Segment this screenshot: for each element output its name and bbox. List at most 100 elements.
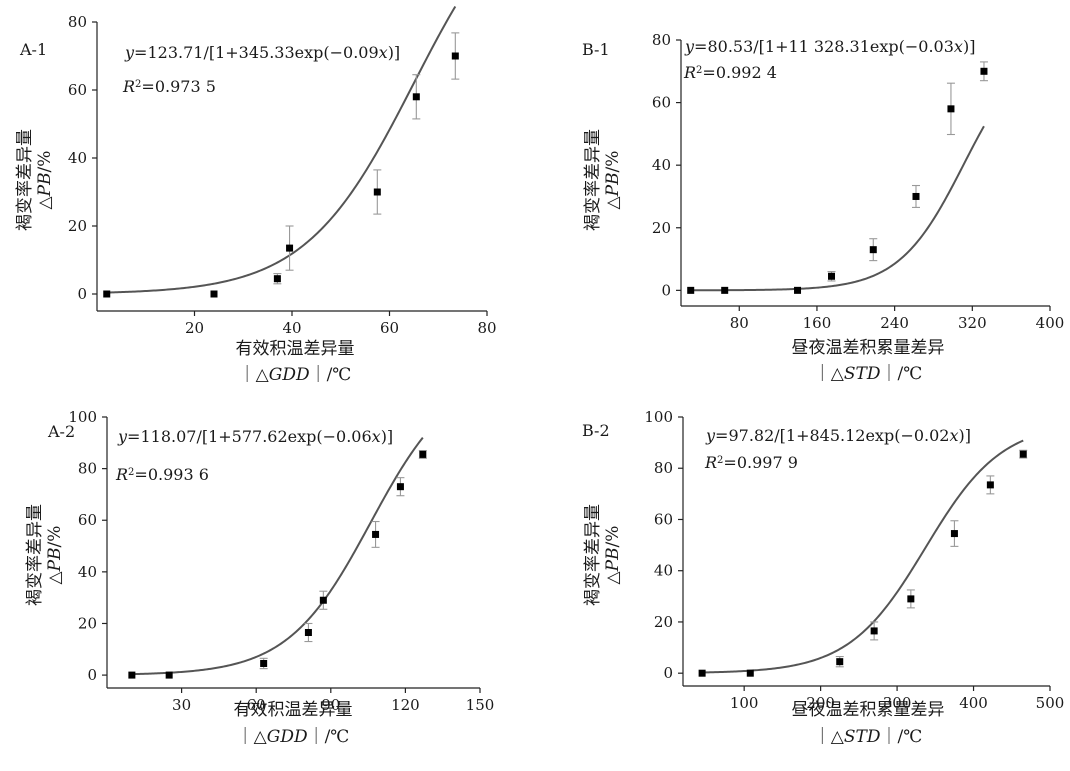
y-tick-label: 40 — [68, 149, 87, 167]
x-axis-label-line1: 有效积温差异量 — [236, 339, 355, 359]
x-tick-label: 30 — [172, 696, 191, 714]
y-tick-label: 0 — [87, 666, 97, 684]
r-squared: R2=0.997 9 — [704, 453, 798, 472]
y-tick-label: 80 — [68, 13, 87, 31]
y-axis-label: 褐变率差异量 △PB/% — [583, 504, 623, 606]
data-point — [721, 286, 729, 294]
x-tick-label: 40 — [282, 319, 301, 337]
fit-equation: y=80.53/[1+11 328.31exp(−0.03x)] — [684, 37, 975, 56]
y-axis-label-line1: 褐变率差异量 — [25, 504, 45, 606]
y-tick-label: 0 — [661, 281, 671, 299]
panel-label: B-2 — [582, 421, 610, 440]
data-point — [794, 286, 802, 294]
data-point — [273, 275, 281, 283]
y-axis-label: 褐变率差异量 △PB/% — [15, 129, 55, 231]
y-axis-label-line1: 褐变率差异量 — [15, 129, 35, 231]
y-axis-label-line1: 褐变率差异量 — [583, 504, 603, 606]
fit-equation: y=97.82/[1+845.12exp(−0.02x)] — [705, 426, 971, 445]
fit-curve — [131, 437, 424, 676]
y-tick-label: 40 — [78, 563, 97, 581]
y-tick-label: 80 — [652, 31, 671, 49]
data-point — [210, 290, 218, 298]
data-point — [286, 244, 294, 252]
y-axis-label-line1: 褐变率差异量 — [583, 129, 603, 231]
y-tick-label: 60 — [68, 81, 87, 99]
x-tick-label: 100 — [730, 694, 759, 712]
data-point — [304, 629, 312, 637]
y-tick-label: 100 — [644, 408, 673, 426]
panel-label: A-2 — [47, 422, 75, 441]
y-axis-label-line2: △PB/% — [603, 526, 623, 585]
x-axis-label-line1: 有效积温差异量 — [234, 700, 353, 720]
data-point — [1019, 450, 1027, 458]
y-tick-label: 0 — [77, 285, 87, 303]
data-point — [103, 290, 111, 298]
y-axis-label-line2: △PB/% — [35, 151, 55, 210]
data-point — [412, 93, 420, 101]
x-tick-label: 400 — [1036, 314, 1065, 332]
y-tick-label: 20 — [68, 217, 87, 235]
fit-curve — [690, 125, 985, 292]
chart-panel-A-1: 0 20 40 60 80 20 40 60 80 A-1 y=123.71/[1+345.33ex… — [15, 5, 497, 385]
y-tick-label: 80 — [654, 459, 673, 477]
r-squared: R2=0.992 4 — [683, 63, 777, 82]
y-tick-label: 20 — [78, 614, 97, 632]
x-axis-label-line1: 昼夜温差积累量差异 — [792, 338, 945, 358]
data-point — [260, 659, 268, 667]
x-axis-label-line1: 昼夜温差积累量差异 — [792, 700, 945, 720]
x-axis-label-line2: ｜△GDD｜/℃ — [237, 727, 350, 747]
chart-panel-B-2: 0 20 40 60 80 100 100 200 300 400 500 B-2 y=97.82/[1… — [582, 408, 1064, 747]
y-tick-label: 20 — [654, 613, 673, 631]
chart-panel-A-2: 0 20 40 60 80 100 30 60 90 120 150 A-2 y=118.07/[1+5… — [25, 408, 494, 747]
x-axis-label-line2: ｜△STD｜/℃ — [814, 364, 922, 384]
data-point — [128, 671, 136, 679]
data-point — [836, 658, 844, 666]
x-tick-label: 80 — [477, 319, 496, 337]
data-point — [907, 595, 915, 603]
fit-curve — [106, 5, 457, 294]
y-axis-label-line2: △PB/% — [45, 526, 65, 585]
data-point — [950, 530, 958, 538]
x-tick-label: 400 — [959, 694, 988, 712]
x-tick-label: 500 — [1036, 694, 1065, 712]
x-tick-label: 20 — [185, 319, 204, 337]
data-point — [396, 483, 404, 491]
data-point — [870, 627, 878, 635]
x-tick-label: 120 — [391, 696, 420, 714]
chart-panel-B-1: 0 20 40 60 80 80 160 240 320 400 B-1 y=80.53/[1+11 … — [582, 31, 1064, 384]
y-tick-label: 60 — [654, 510, 673, 528]
x-tick-label: 60 — [247, 696, 266, 714]
x-axis-label-line2: ｜△GDD｜/℃ — [239, 365, 352, 385]
x-tick-label: 300 — [883, 694, 912, 712]
x-tick-label: 200 — [806, 694, 835, 712]
fit-curve — [702, 439, 1024, 674]
fit-equation: y=118.07/[1+577.62exp(−0.06x)] — [117, 427, 393, 446]
data-point — [372, 530, 380, 538]
y-tick-label: 20 — [652, 219, 671, 237]
data-point — [980, 67, 988, 75]
x-tick-label: 320 — [958, 314, 987, 332]
y-tick-label: 80 — [78, 460, 97, 478]
data-point — [828, 272, 836, 280]
data-point — [165, 671, 173, 679]
x-tick-label: 160 — [803, 314, 832, 332]
data-point — [698, 669, 706, 677]
y-axis-label: 褐变率差异量 △PB/% — [25, 504, 65, 606]
data-point — [319, 596, 327, 604]
panel-label: A-1 — [19, 40, 47, 59]
x-axis-label-line2: ｜△STD｜/℃ — [814, 727, 922, 747]
x-tick-label: 150 — [466, 696, 495, 714]
y-tick-label: 40 — [654, 562, 673, 580]
y-axis-label-line2: △PB/% — [603, 151, 623, 210]
r-squared: R2=0.973 5 — [122, 77, 216, 96]
y-tick-label: 40 — [652, 156, 671, 174]
y-tick-label: 60 — [652, 94, 671, 112]
data-point — [451, 52, 459, 60]
r-squared: R2=0.993 6 — [115, 465, 209, 484]
data-point — [869, 246, 877, 254]
y-tick-label: 100 — [68, 408, 97, 426]
x-tick-label: 60 — [380, 319, 399, 337]
y-axis-label: 褐变率差异量 △PB/% — [583, 129, 623, 231]
data-point — [419, 450, 427, 458]
